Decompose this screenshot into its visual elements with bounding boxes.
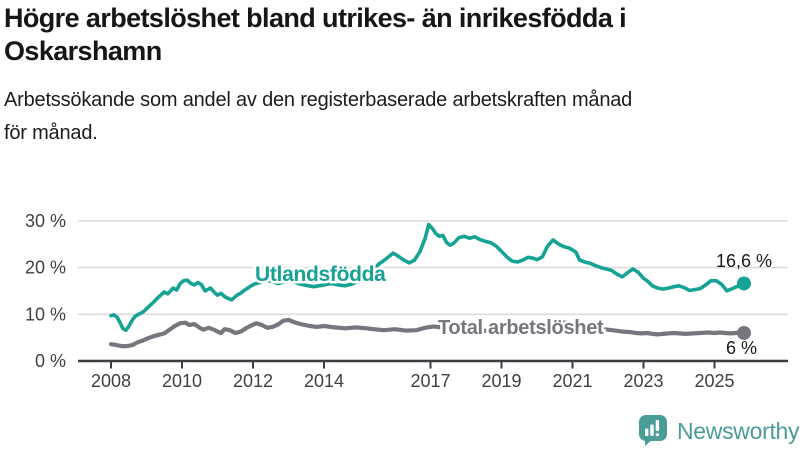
x-axis-tick-label: 2019 [481, 371, 521, 391]
end-dot-total-arbetsloshet [736, 325, 751, 340]
title-line-1: Högre arbetslöshet bland utrikes- än inr… [4, 3, 627, 33]
y-axis-tick-label: 0 % [35, 351, 66, 371]
newsworthy-wordmark: Newsworthy [677, 417, 800, 444]
newsworthy-logo-icon [639, 415, 667, 446]
x-axis-tick-label: 2012 [233, 371, 273, 391]
page-title: Högre arbetslöshet bland utrikes- än inr… [4, 2, 796, 68]
series-label-utlandsfodda: Utlandsfödda [255, 263, 386, 286]
x-axis-tick-label: 2017 [410, 371, 450, 391]
x-axis-tick-label: 2008 [91, 371, 131, 391]
end-dot-utlandsfodda [736, 276, 751, 291]
x-axis-tick-label: 2014 [304, 371, 344, 391]
x-axis-tick-label: 2021 [552, 371, 592, 391]
x-axis-tick-label: 2010 [162, 371, 202, 391]
newsworthy-logo: Newsworthy [638, 415, 800, 447]
y-axis-tick-label: 10 % [25, 304, 66, 324]
end-value-label-utlandsfodda: 16,6 % [716, 251, 772, 271]
series-line-utlandsfodda [109, 222, 746, 333]
subtitle-line-2: för månad. [4, 122, 98, 144]
y-axis-tick-label: 20 % [25, 258, 66, 278]
chart-subtitle: Arbetssökande som andel av den registerb… [4, 84, 796, 150]
x-axis-tick-label: 2023 [623, 371, 663, 391]
end-value-label-total-arbetsloshet: 6 % [726, 338, 757, 358]
subtitle-line-1: Arbetssökande som andel av den registerb… [4, 89, 633, 111]
x-axis-tick-label: 2025 [694, 371, 734, 391]
y-axis-tick-label: 30 % [25, 211, 66, 231]
series-label-total-arbetsloshet: Total arbetslöshet [438, 317, 604, 339]
chart-header: Högre arbetslöshet bland utrikes- än inr… [4, 2, 796, 150]
title-line-2: Oskarshamn [4, 36, 162, 66]
series-line-total-arbetsloshet [108, 317, 747, 349]
